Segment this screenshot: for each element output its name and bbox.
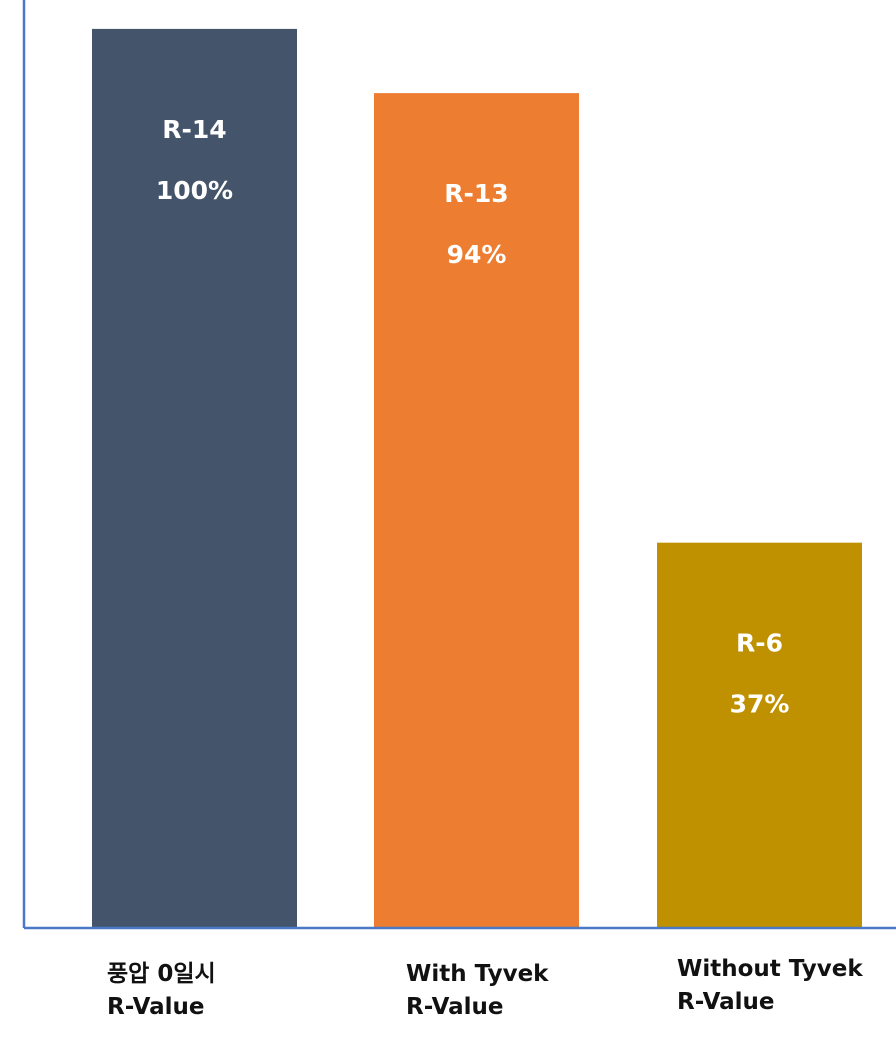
x-tick-label: R-Value (677, 989, 775, 1015)
bar-1 (92, 28, 297, 928)
bar-percent-label: 37% (730, 690, 790, 719)
bar-percent-label: 100% (156, 176, 233, 205)
bar-value-label: R-6 (736, 629, 783, 658)
x-tick-label: With Tyvek (406, 961, 549, 987)
bar-value-label: R-13 (444, 179, 508, 208)
x-tick-label: R-Value (406, 994, 504, 1020)
category-labels: 풍압 0일시 R-Value With Tyvek R-Value Without Ty… (107, 956, 863, 1020)
bar-percent-label: 94% (447, 240, 507, 269)
x-tick-label: Without Tyvek (677, 956, 863, 982)
bar-value-label: R-14 (162, 115, 226, 144)
bar-value-labels: R-14 100% R-13 94% R-6 37% (156, 115, 790, 719)
bar-2 (374, 93, 579, 929)
bar-3 (657, 542, 862, 928)
x-tick-label: R-Value (107, 994, 205, 1020)
bars (92, 28, 862, 929)
x-tick-label: 풍압 0일시 (107, 961, 216, 987)
